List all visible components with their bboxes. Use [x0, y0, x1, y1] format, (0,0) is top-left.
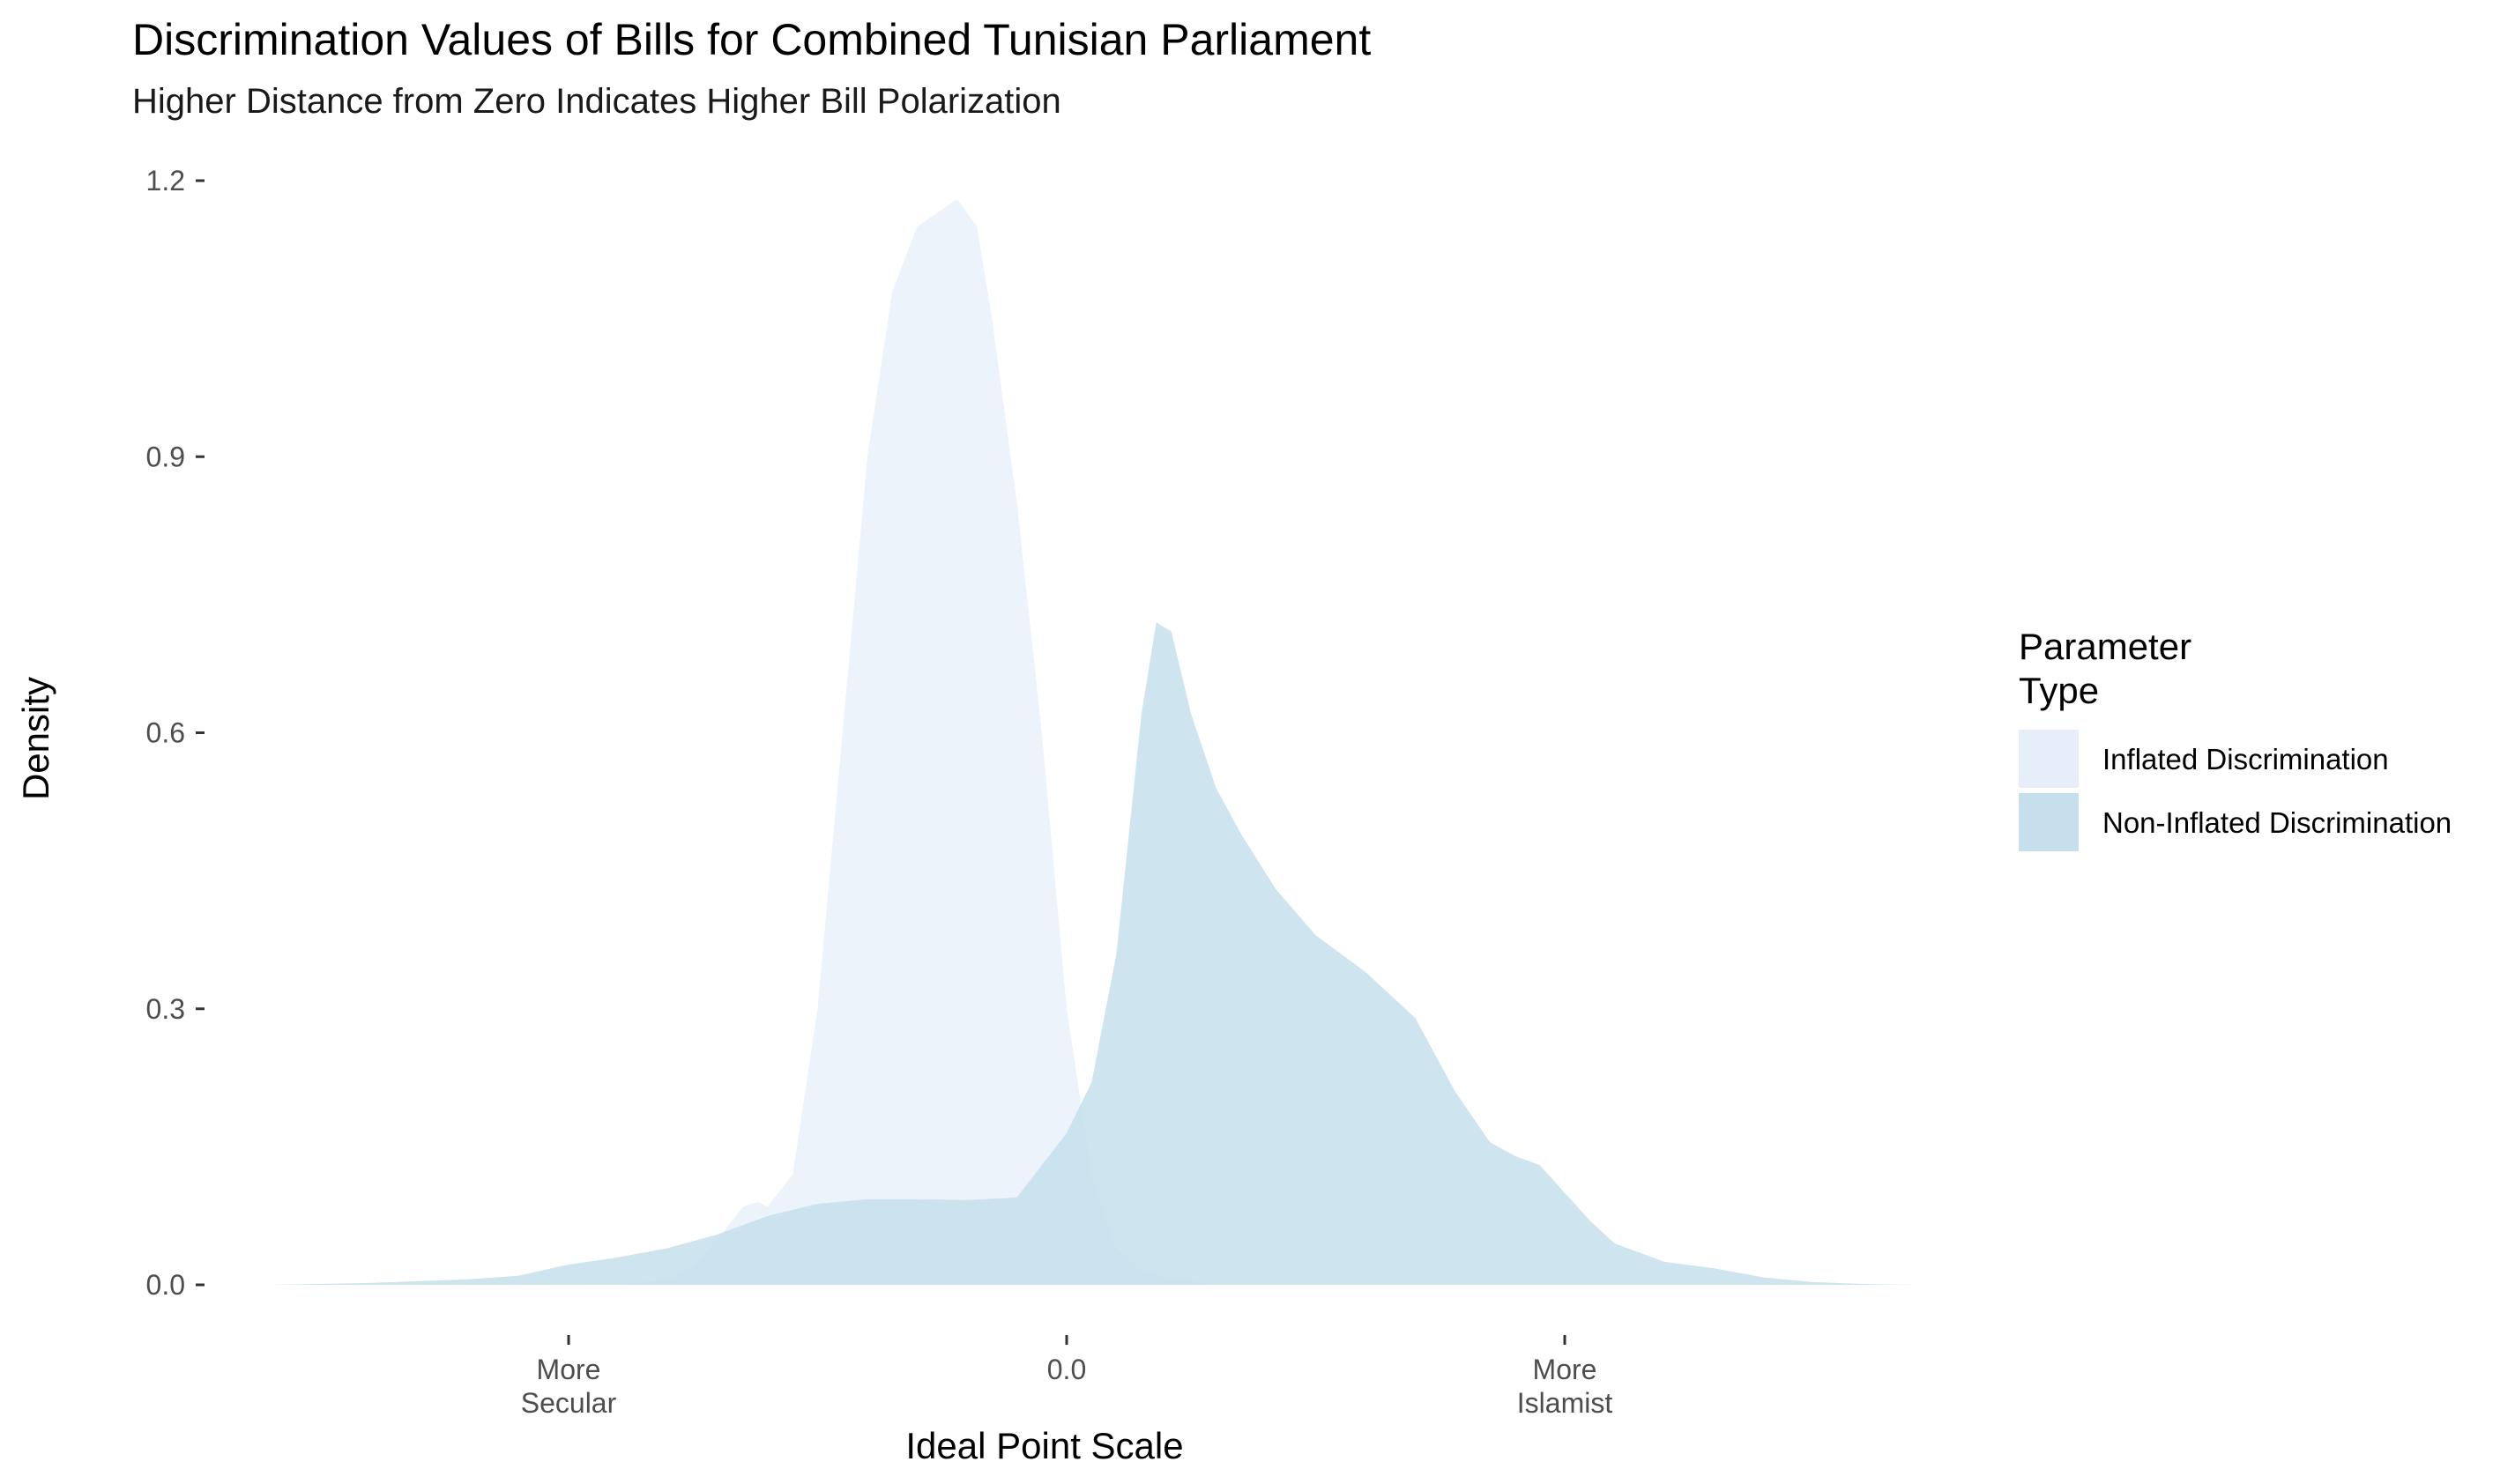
x-tick-label: Islamist: [1517, 1387, 1613, 1419]
y-tick-label: 0.3: [146, 993, 185, 1025]
legend-title-line-2: Type: [2019, 670, 2099, 711]
y-tick-label: 0.0: [146, 1269, 185, 1301]
legend-label: Non-Inflated Discrimination: [2102, 806, 2452, 839]
density-area-2: [270, 622, 1914, 1285]
plot-area: [270, 198, 1914, 1285]
y-axis: 0.0 0.3 0.6 0.9 1.2: [146, 165, 205, 1301]
legend-swatch: [2019, 730, 2079, 788]
legend-title-line-1: Parameter: [2019, 626, 2191, 667]
legend: Parameter Type Inflated Discrimination No…: [2019, 626, 2452, 851]
y-tick-label: 0.9: [146, 441, 185, 472]
y-axis-title: Density: [15, 677, 56, 800]
legend-swatch: [2019, 793, 2079, 851]
chart-subtitle: Higher Distance from Zero Indicates High…: [132, 82, 1061, 121]
chart-title: Discrimination Values of Bills for Combi…: [132, 15, 1371, 64]
x-tick-label: Secular: [521, 1387, 617, 1419]
y-tick-label: 0.6: [146, 717, 185, 749]
x-tick-label: 0.0: [1047, 1354, 1086, 1385]
x-tick-label: More: [1533, 1354, 1597, 1385]
x-tick-label: More: [537, 1354, 601, 1385]
x-axis-title: Ideal Point Scale: [905, 1425, 1183, 1466]
legend-label: Inflated Discrimination: [2102, 743, 2389, 775]
y-tick-label: 1.2: [146, 165, 185, 197]
density-area-1: [569, 198, 1217, 1285]
